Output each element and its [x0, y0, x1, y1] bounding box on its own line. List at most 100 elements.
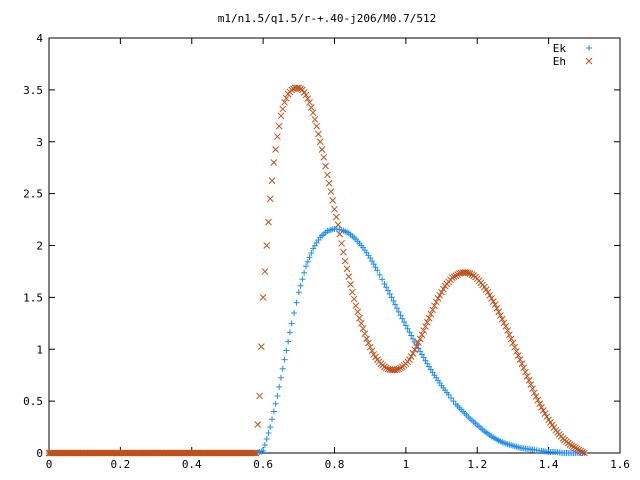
data-point-eh: [568, 442, 576, 450]
data-point-eh: [489, 298, 497, 305]
data-point-eh: [343, 265, 351, 273]
data-point-eh: [324, 171, 331, 179]
x-tick-label: 1: [403, 458, 410, 471]
data-point-eh: [466, 270, 474, 277]
data-point-eh: [315, 130, 322, 138]
legend-marker-eh: [585, 57, 593, 65]
data-point-eh: [411, 346, 419, 354]
data-point-eh: [320, 153, 328, 161]
data-point-ek: [402, 322, 409, 329]
data-point-eh: [313, 122, 321, 130]
data-point-ek: [388, 294, 395, 301]
data-points: [45, 84, 588, 457]
data-point-eh: [575, 446, 583, 454]
data-point-eh: [432, 298, 440, 306]
data-point-eh: [338, 240, 345, 247]
data-point-eh: [356, 314, 363, 322]
data-point-eh: [347, 281, 354, 288]
data-point-eh: [281, 98, 288, 106]
data-point-ek: [450, 398, 457, 405]
data-point-eh: [422, 323, 429, 330]
data-point-ek: [374, 267, 381, 274]
data-point-eh: [493, 304, 501, 312]
data-point-eh: [365, 339, 372, 347]
data-point-eh: [541, 410, 549, 417]
data-point-eh: [579, 448, 586, 456]
data-point-eh: [340, 248, 347, 256]
y-tick-label: 3: [36, 136, 43, 149]
data-point-ek: [445, 391, 452, 398]
data-point-ek: [376, 271, 383, 278]
data-point-ek: [269, 416, 276, 423]
x-tick-label: 1.4: [539, 458, 559, 471]
data-point-eh: [415, 339, 422, 346]
data-point-ek: [267, 424, 274, 431]
data-point-ek: [270, 408, 277, 415]
x-tick-label: 0.8: [325, 458, 345, 471]
data-point-ek: [297, 282, 304, 289]
data-point-eh: [359, 325, 367, 332]
data-point-eh: [534, 396, 542, 404]
axis-ticks: 0 0.2 0.4 0.6 0.8 1 1.2 1.4 1.6 0 0.5 1 1.5 2 2.5 3 3.5 4: [23, 32, 630, 471]
data-point-eh: [580, 449, 588, 457]
data-point-eh: [502, 323, 510, 330]
data-point-eh: [450, 273, 458, 280]
data-point-ek: [274, 392, 281, 399]
data-point-ek: [367, 254, 374, 261]
data-point-ek: [390, 298, 397, 305]
data-point-eh: [295, 84, 303, 92]
data-point-ek: [379, 276, 386, 283]
data-point-eh: [570, 443, 577, 451]
data-point-eh: [500, 319, 508, 327]
data-point-eh: [363, 335, 370, 343]
data-point-eh: [413, 342, 420, 350]
x-tick-label: 1.6: [610, 458, 630, 471]
data-point-eh: [516, 356, 524, 363]
data-point-eh: [357, 319, 365, 327]
data-point-ek: [368, 258, 375, 265]
series-eh: [45, 84, 588, 457]
data-point-eh: [543, 413, 551, 421]
y-tick-label: 2.5: [23, 188, 43, 201]
data-point-ek: [293, 299, 300, 306]
data-point-eh: [418, 331, 426, 339]
data-point-eh: [448, 274, 456, 282]
x-tick-label: 0: [46, 458, 53, 471]
data-point-eh: [352, 302, 360, 310]
data-point-eh: [332, 213, 340, 221]
data-point-ek: [410, 335, 417, 342]
data-point-eh: [279, 105, 287, 113]
data-point-ek: [420, 354, 427, 361]
data-point-eh: [529, 385, 536, 393]
data-point-eh: [256, 392, 263, 400]
data-point-ek: [386, 291, 393, 298]
data-point-eh: [257, 343, 265, 351]
data-point-eh: [270, 159, 278, 166]
x-tick-label: 0.6: [253, 458, 273, 471]
data-point-eh: [307, 104, 315, 111]
data-point-eh: [454, 271, 461, 278]
data-point-eh: [348, 288, 356, 296]
y-tick-label: 4: [36, 32, 43, 45]
data-point-eh: [431, 302, 438, 310]
data-point-eh: [491, 301, 499, 308]
data-point-ek: [301, 269, 308, 276]
data-point-ek: [283, 347, 290, 354]
data-point-eh: [302, 91, 310, 99]
data-point-eh: [304, 95, 312, 103]
data-point-ek: [448, 395, 455, 402]
data-point-eh: [266, 195, 274, 203]
data-point-eh: [382, 364, 390, 372]
data-point-eh: [522, 368, 529, 376]
data-point-eh: [318, 146, 326, 153]
data-point-eh: [368, 347, 376, 355]
data-point-eh: [341, 257, 349, 265]
data-point-eh: [484, 288, 492, 296]
data-point-eh: [420, 327, 428, 334]
data-point-ek: [401, 319, 408, 326]
data-point-eh: [530, 389, 538, 397]
data-point-eh: [506, 331, 513, 339]
data-point-eh: [274, 133, 281, 140]
y-tick-label: 0: [36, 447, 43, 460]
x-tick-label: 0.4: [182, 458, 202, 471]
